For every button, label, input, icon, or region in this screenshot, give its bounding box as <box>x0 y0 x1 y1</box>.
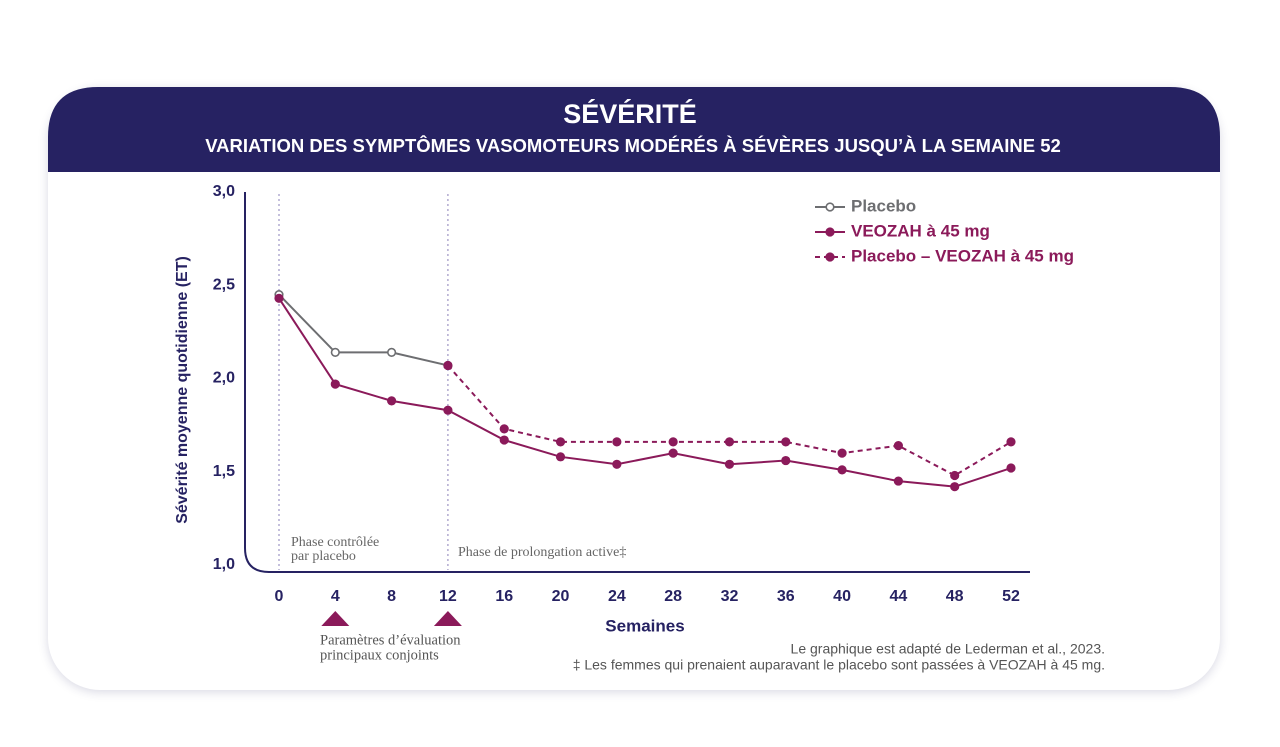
x-tick-label: 36 <box>777 588 795 605</box>
y-axis-label: Sévérité moyenne quotidienne (ET) <box>174 256 191 524</box>
point <box>387 396 397 406</box>
legend-marker <box>825 227 835 237</box>
point <box>781 437 791 447</box>
point <box>555 437 566 447</box>
y-tick-label: 3,0 <box>213 183 235 200</box>
x-tick-label: 28 <box>664 588 682 605</box>
endpoint-marker <box>321 611 350 626</box>
endpoint-label: principaux conjoints <box>320 647 439 663</box>
x-tick-label: 44 <box>889 588 907 605</box>
x-tick-label: 52 <box>1002 588 1020 605</box>
chart-title: SÉVÉRITÉ <box>563 98 697 129</box>
card <box>48 87 1220 690</box>
point <box>893 441 903 451</box>
y-tick-label: 1,5 <box>213 463 235 480</box>
point <box>330 347 340 357</box>
y-tick-label: 2,5 <box>213 276 235 293</box>
endpoint-label: Paramètres d’évaluation <box>320 632 461 648</box>
point <box>668 437 678 447</box>
x-axis-label: Semaines <box>605 616 684 635</box>
note: Le graphique est adapté de Lederman et a… <box>791 641 1105 657</box>
legend-marker <box>825 252 835 262</box>
axis-line <box>244 192 1030 573</box>
header-band <box>48 87 1220 172</box>
point <box>950 482 960 492</box>
point <box>499 435 509 445</box>
chart-subtitle: VARIATION DES SYMPTÔMES VASOMOTEURS MODÉ… <box>205 135 1061 156</box>
x-tick-label: 32 <box>721 588 739 605</box>
legend-marker <box>825 202 835 212</box>
point <box>668 448 678 458</box>
note: ‡ Les femmes qui prenaient auparavant le… <box>573 657 1105 673</box>
point <box>724 459 735 469</box>
point <box>837 448 847 458</box>
x-tick-label: 16 <box>495 588 513 605</box>
point <box>724 437 735 447</box>
point <box>781 455 791 466</box>
x-tick-label: 24 <box>608 588 626 605</box>
phase-label: par placebo <box>291 549 356 564</box>
phase-label: Phase de prolongation active‡ <box>458 545 626 560</box>
x-tick-label: 48 <box>946 588 964 605</box>
x-tick-label: 4 <box>331 588 340 605</box>
series-line <box>447 364 1012 477</box>
point <box>893 476 903 486</box>
point <box>274 293 284 303</box>
legend-label: Placebo <box>851 196 916 215</box>
point <box>330 379 340 389</box>
point <box>837 465 847 475</box>
endpoint-marker <box>433 611 462 626</box>
x-tick-label: 0 <box>275 588 284 605</box>
point <box>443 405 453 415</box>
point <box>443 360 453 371</box>
series-line <box>278 297 1012 488</box>
x-tick-label: 20 <box>552 588 570 605</box>
phase-label: Phase contrôlée <box>291 535 379 550</box>
x-tick-label: 40 <box>833 588 851 605</box>
y-tick-label: 1,0 <box>213 556 235 573</box>
point <box>612 459 622 469</box>
y-tick-label: 2,0 <box>213 370 235 387</box>
x-tick-label: 8 <box>387 588 396 605</box>
x-tick-label: 12 <box>439 588 457 605</box>
point <box>612 437 622 447</box>
point <box>499 424 509 434</box>
point <box>387 347 397 357</box>
legend-label: VEOZAH à 45 mg <box>851 221 990 240</box>
point <box>1006 463 1016 473</box>
point <box>950 470 960 481</box>
legend-label: Placebo – VEOZAH à 45 mg <box>851 246 1074 265</box>
series-line <box>278 293 449 367</box>
point <box>1006 437 1016 447</box>
point <box>555 452 566 462</box>
